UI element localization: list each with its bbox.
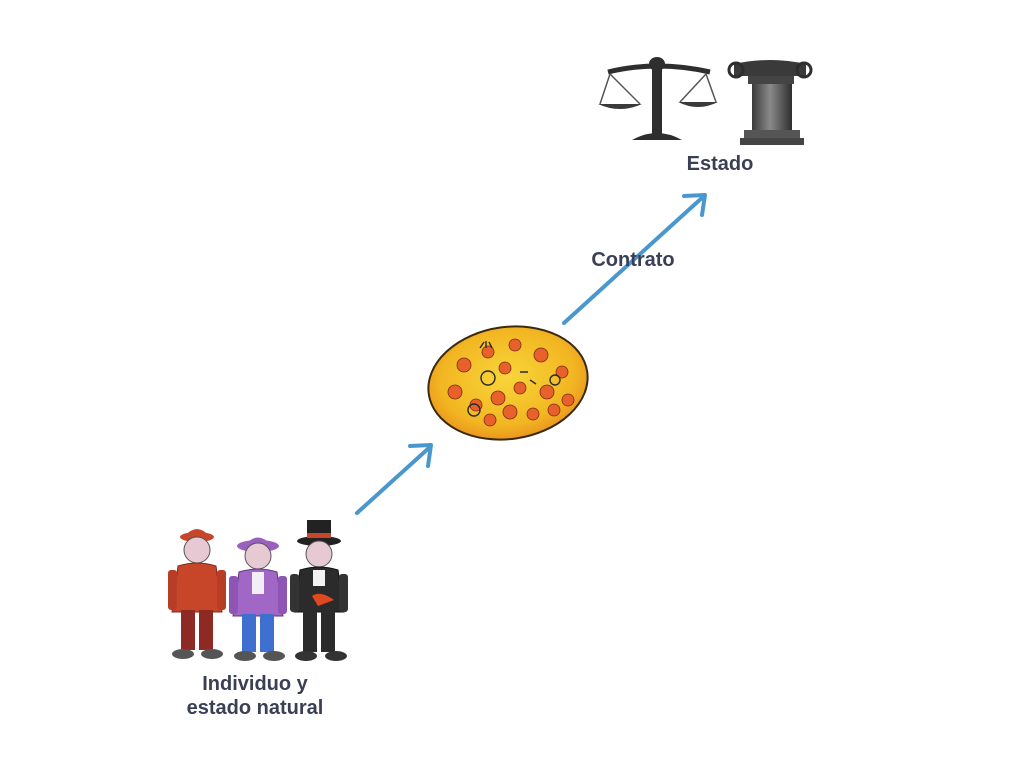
arrow-individuals-to-society bbox=[355, 443, 433, 515]
lady-figure-icon bbox=[229, 537, 287, 661]
scales-icon bbox=[598, 57, 718, 140]
state-group bbox=[598, 57, 813, 145]
gentleman-figure-icon bbox=[290, 520, 348, 661]
state-label: Estado bbox=[686, 153, 754, 175]
individuals-label: Individuo y estado natural bbox=[150, 672, 360, 720]
crowd-oval-icon bbox=[427, 325, 589, 441]
arrow-society-to-state bbox=[562, 193, 707, 325]
individuals-label-line2: estado natural bbox=[186, 697, 324, 719]
contract-label: Contrato bbox=[591, 249, 675, 271]
individuals-group bbox=[168, 520, 348, 661]
individuals-label-line1: Individuo y bbox=[202, 673, 308, 695]
worker-figure-icon bbox=[168, 529, 226, 659]
column-icon bbox=[727, 60, 813, 145]
